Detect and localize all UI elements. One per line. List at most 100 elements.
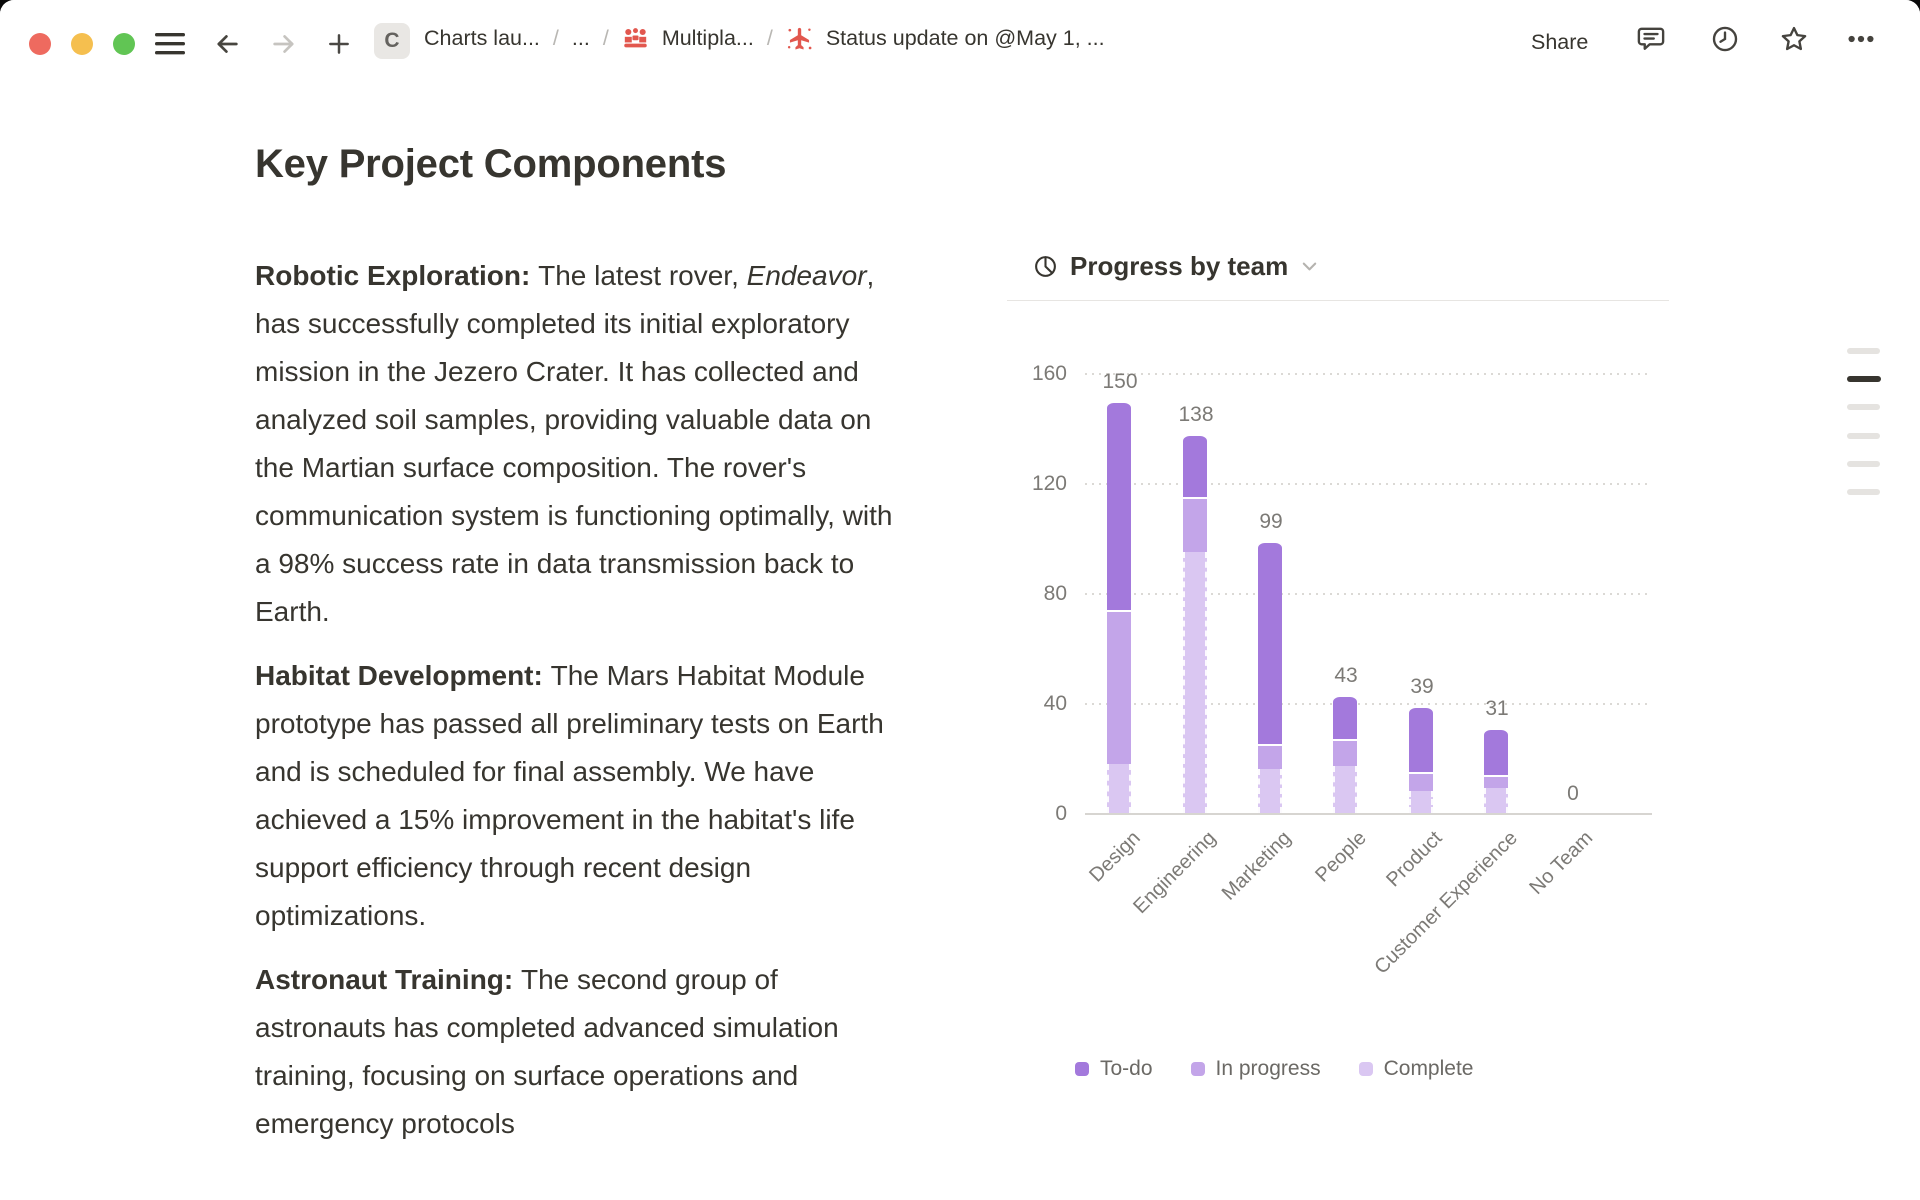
breadcrumb-collapsed-item[interactable]: ...	[571, 25, 590, 50]
x-axis-category-label: Product	[1382, 827, 1447, 892]
share-button[interactable]: Share	[1523, 22, 1596, 63]
x-axis-category-label: Marketing	[1217, 827, 1296, 905]
bar-value-label: 150	[1102, 369, 1138, 393]
y-axis-tick-label: 80	[1043, 582, 1067, 605]
text-block[interactable]: Habitat Development: The Mars Habitat Mo…	[255, 652, 905, 940]
breadcrumb-separator: /	[602, 25, 609, 50]
bar-value-label: 0	[1567, 782, 1579, 805]
gridline	[1085, 593, 1652, 595]
favorite-button[interactable]	[1779, 24, 1809, 54]
bar-segment-complete[interactable]	[1183, 551, 1207, 813]
arrow-left-icon	[213, 30, 241, 58]
sidebar-toggle-button[interactable]	[155, 30, 185, 58]
updates-button[interactable]	[1710, 24, 1740, 54]
document-body: Robotic Exploration: The latest rover, E…	[255, 252, 905, 1148]
breadcrumb-item-current-page[interactable]: Status update on @May 1, ...	[825, 25, 1105, 50]
bar-segment-in-progress[interactable]	[1258, 744, 1282, 769]
close-window-button[interactable]	[29, 33, 51, 55]
bar-segment-complete[interactable]	[1484, 788, 1508, 813]
outline-item[interactable]	[1847, 489, 1880, 495]
text-block[interactable]: Astronaut Training: The second group of …	[255, 956, 905, 1148]
forward-button[interactable]	[270, 30, 298, 58]
bar-value-label: 43	[1334, 663, 1358, 687]
outline-item[interactable]	[1847, 348, 1880, 354]
legend-swatch	[1190, 1062, 1205, 1076]
y-axis-tick-label: 160	[1031, 362, 1067, 385]
workspace-avatar-chip[interactable]: C	[374, 23, 410, 59]
legend-item-complete[interactable]: Complete	[1358, 1057, 1473, 1081]
bar-segment-to-do[interactable]	[1183, 433, 1207, 497]
bar-segment-complete[interactable]	[1409, 791, 1433, 813]
bar-segment-to-do[interactable]	[1333, 694, 1357, 739]
airplane-sparkle-icon	[786, 25, 813, 52]
new-tab-button[interactable]	[325, 30, 353, 58]
progress-chart-block: Progress by team 0 40 80 120 160 150 Design 138…	[1007, 245, 1669, 1200]
gridline	[1085, 373, 1652, 375]
bar-segment-in-progress[interactable]	[1107, 609, 1131, 764]
x-axis-category-label: People	[1310, 827, 1371, 887]
bar-value-label: 39	[1410, 674, 1434, 698]
bar-segment-in-progress[interactable]	[1183, 496, 1207, 552]
minimize-window-button[interactable]	[71, 33, 93, 55]
chart-title: Progress by team	[1070, 250, 1289, 281]
chart-header-divider	[1007, 300, 1669, 301]
chart-title-dropdown[interactable]: Progress by team	[1033, 245, 1319, 287]
text-run: The Mars Habitat Module prototype has pa…	[255, 660, 884, 931]
x-axis-category-label: Design	[1084, 827, 1145, 887]
page-heading[interactable]: Key Project Components	[255, 142, 727, 186]
breadcrumb-item-parent[interactable]: Multipla...	[661, 25, 754, 50]
bar-segment-complete[interactable]	[1258, 769, 1282, 813]
legend-swatch	[1358, 1062, 1373, 1076]
bar-segment-in-progress[interactable]	[1484, 774, 1508, 789]
breadcrumb-separator: /	[552, 25, 559, 50]
chart-plot: 0 40 80 120 160 150 Design 138 Engineering 99 Mark…	[1007, 245, 1669, 1200]
breadcrumb: Charts lau... / ... / Multipla... /	[424, 0, 1105, 76]
bar-value-label: 99	[1259, 509, 1283, 533]
text-run: , has successfully completed its initial…	[255, 260, 893, 627]
y-axis-tick-label: 0	[1055, 802, 1067, 825]
breadcrumb-separator: /	[766, 25, 773, 50]
outline-item-active[interactable]	[1847, 376, 1881, 383]
y-axis-tick-label: 40	[1043, 692, 1067, 715]
y-axis-tick-label: 120	[1031, 472, 1067, 495]
bar-segment-to-do[interactable]	[1258, 540, 1282, 745]
legend-label: In progress	[1215, 1057, 1321, 1080]
star-icon	[1779, 24, 1809, 54]
back-button[interactable]	[213, 30, 241, 58]
bar-segment-complete[interactable]	[1333, 766, 1357, 813]
text-block[interactable]: Robotic Exploration: The latest rover, E…	[255, 252, 905, 636]
outline-item[interactable]	[1847, 432, 1880, 439]
window-titlebar: C Charts lau... / ... / Multipla... /	[0, 0, 1920, 76]
comments-button[interactable]	[1636, 24, 1666, 54]
outline-item[interactable]	[1847, 404, 1880, 411]
team-meeting-icon	[622, 25, 649, 52]
text-run: Habitat Development:	[255, 660, 551, 691]
bar-segment-in-progress[interactable]	[1333, 738, 1357, 767]
pie-chart-icon	[1033, 254, 1058, 279]
plus-icon	[326, 31, 352, 57]
chevron-down-icon	[1300, 257, 1319, 276]
clock-icon	[1710, 24, 1740, 54]
ellipsis-icon	[1846, 24, 1876, 54]
bar-segment-to-do[interactable]	[1107, 400, 1131, 610]
x-axis-line	[1085, 813, 1652, 815]
chart-legend: To-do In progress Complete	[1075, 1057, 1473, 1081]
text-run: Endeavor	[746, 260, 867, 291]
comment-bubble-icon	[1636, 24, 1666, 54]
bar-segment-to-do[interactable]	[1409, 705, 1433, 772]
text-run: Astronaut Training:	[255, 964, 521, 995]
bar-segment-to-do[interactable]	[1484, 727, 1508, 775]
legend-item-to-do[interactable]: To-do	[1075, 1057, 1153, 1081]
x-axis-category-label: No Team	[1525, 827, 1598, 899]
zoom-window-button[interactable]	[113, 33, 135, 55]
bar-segment-complete[interactable]	[1107, 763, 1131, 813]
more-options-button[interactable]	[1846, 24, 1876, 54]
legend-item-in-progress[interactable]: In progress	[1190, 1057, 1321, 1081]
gridline	[1085, 703, 1652, 705]
breadcrumb-item-workspace[interactable]: Charts lau...	[424, 25, 540, 50]
legend-label: To-do	[1100, 1057, 1153, 1080]
bar-segment-in-progress[interactable]	[1409, 771, 1433, 791]
legend-swatch	[1075, 1062, 1089, 1076]
outline-item[interactable]	[1847, 460, 1880, 467]
